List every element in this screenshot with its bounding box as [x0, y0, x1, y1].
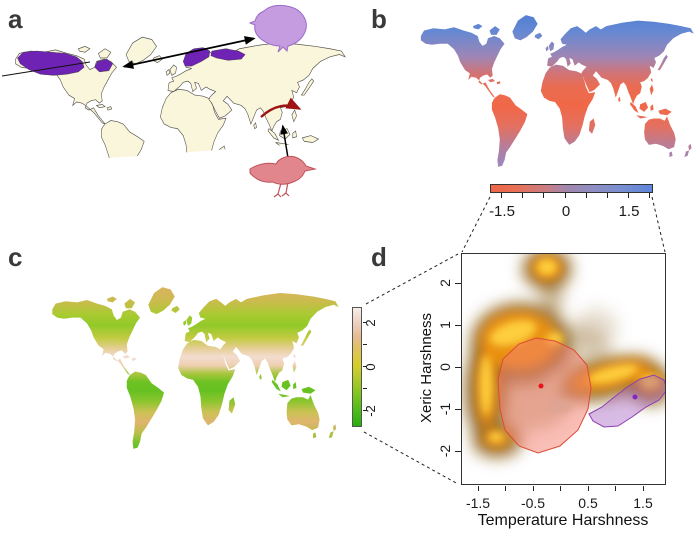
colonization-arrow	[280, 124, 289, 159]
y-tick-label: 1	[437, 321, 453, 329]
x-tick	[478, 486, 479, 491]
colorbar-tick	[501, 193, 502, 198]
colorbar-tick	[363, 344, 367, 345]
colorbar-tick	[363, 388, 367, 389]
colorbar-tick	[586, 193, 587, 198]
colorbar-tick	[607, 193, 608, 198]
x-tick-label: 0.5	[578, 495, 598, 511]
world-map-temperature-fill	[420, 15, 694, 167]
colorbar-tick-label: 0	[561, 203, 571, 220]
colorbar-tick	[628, 193, 629, 198]
colorbar-tick-label: -2	[363, 405, 378, 417]
x-tick-label: -1.5	[465, 495, 491, 511]
breeding-range-north-america-east	[94, 58, 113, 73]
y-axis-title: Xeric Harshness	[418, 312, 435, 424]
holarctic-exchange-arrow	[122, 36, 256, 69]
colorbar-tick-label: 1.5	[618, 203, 640, 220]
panel-c-xeric-map	[52, 287, 339, 449]
plot-frame	[461, 253, 666, 485]
red-curved-arrow	[260, 97, 302, 118]
y-tick	[455, 283, 461, 284]
panel-b-label: b	[371, 4, 387, 34]
y-tick-label: 0	[437, 363, 453, 371]
x-tick	[615, 486, 616, 491]
y-tick	[455, 451, 461, 452]
x-tick	[643, 486, 644, 491]
panel-c-label: c	[8, 242, 23, 272]
colorbar-tick	[522, 193, 523, 198]
temperature-colorbar	[490, 184, 653, 193]
panel-b-temperature-map	[420, 15, 694, 167]
x-tick	[533, 486, 534, 491]
colorbar-tick	[363, 322, 367, 323]
colorbar-tick	[363, 366, 367, 367]
x-tick	[505, 486, 506, 491]
panel-a-label: a	[8, 4, 23, 34]
xeric-colorbar	[352, 307, 362, 427]
pink-bird-icon	[249, 155, 317, 198]
y-tick	[455, 325, 461, 326]
panel-a-overlay	[1, 4, 317, 198]
x-tick	[588, 486, 589, 491]
purple-niche-contour	[588, 374, 666, 428]
x-tick	[560, 486, 561, 491]
y-tick-label: -2	[437, 444, 453, 458]
red-centroid-dot	[538, 383, 544, 389]
colorbar-tick	[565, 193, 566, 198]
colorbar-tick-label: 2	[363, 319, 378, 327]
y-tick-label: 2	[437, 279, 453, 287]
purple-centroid-dot	[632, 394, 638, 400]
y-tick-label: -1	[437, 402, 453, 416]
world-map-xeric-fill	[52, 287, 339, 449]
panel-d-label: d	[371, 242, 387, 272]
y-tick	[455, 409, 461, 410]
purple-bird-icon	[248, 4, 307, 53]
colorbar-tick	[543, 193, 544, 198]
colorbar-tick	[649, 193, 650, 198]
map-edge-line	[1, 61, 91, 77]
density-plot	[461, 253, 666, 485]
y-tick	[455, 367, 461, 368]
x-tick-label: -0.5	[520, 495, 546, 511]
colorbar-tick-label: -1.5	[489, 203, 515, 220]
x-tick-label: 1.5	[633, 495, 653, 511]
x-axis-title: Temperature Harshness	[477, 512, 649, 529]
red-niche-contour	[497, 337, 592, 454]
colorbar-tick-label: 0	[363, 363, 378, 371]
colorbar-tick	[363, 410, 367, 411]
